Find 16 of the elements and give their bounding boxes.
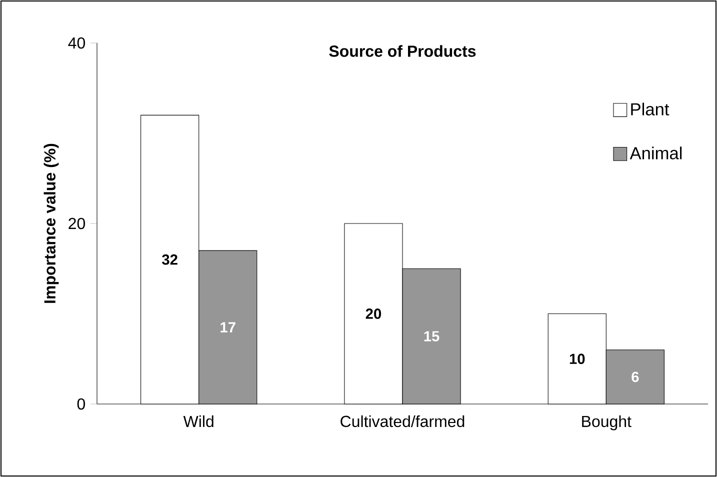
- data-label: 20: [366, 308, 382, 319]
- x-tick-label: Wild: [183, 415, 214, 428]
- data-label: 10: [570, 354, 585, 364]
- x-tick-label: Cultivated/farmed: [340, 415, 464, 428]
- x-tick-label: Bought: [582, 415, 632, 430]
- data-label: 15: [424, 331, 440, 342]
- y-tick-label: 40: [68, 37, 86, 49]
- y-tick-label: 0: [77, 398, 86, 410]
- y-tick-label: 20: [68, 218, 86, 230]
- data-label: 32: [162, 254, 178, 265]
- data-label: 17: [220, 322, 236, 332]
- legend-label: Plant: [631, 102, 670, 116]
- data-label: 6: [632, 372, 639, 382]
- legend-label: Animal: [630, 146, 682, 160]
- chart-title: Source of Products: [329, 45, 476, 57]
- y-axis-title: Importance value (%): [44, 144, 59, 303]
